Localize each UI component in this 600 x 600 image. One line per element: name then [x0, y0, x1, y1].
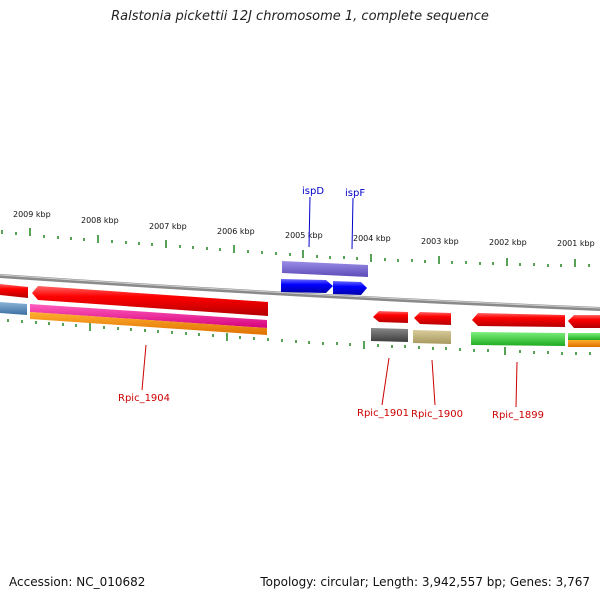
kbp-label-2006: 2006 kbp	[217, 227, 255, 236]
label-rpic-1901[interactable]: Rpic_1901	[357, 408, 409, 419]
accession-text: Accession: NC_010682	[9, 575, 146, 589]
kbp-label-2001: 2001 kbp	[557, 239, 595, 248]
band-gray[interactable]	[371, 328, 408, 342]
band-orange[interactable]	[30, 312, 267, 335]
lower-tick-ring	[7, 319, 591, 355]
kbp-label-2005: 2005 kbp	[285, 231, 323, 240]
label-ispF[interactable]: ispF	[345, 188, 365, 199]
gene-ispD[interactable]	[281, 279, 333, 293]
chromosome-backbone	[0, 274, 600, 311]
genome-summary-text: Topology: circular; Length: 3,942,557 bp…	[260, 575, 590, 589]
kbp-label-2009: 2009 kbp	[13, 210, 51, 219]
band-steel-left[interactable]	[0, 302, 27, 315]
label-rpic-1900[interactable]: Rpic_1900	[411, 409, 463, 420]
gene-red-1900[interactable]	[414, 312, 451, 325]
label-leaders	[141, 196, 518, 408]
kbp-tick-ring	[1, 228, 590, 267]
gene-red-right[interactable]	[568, 315, 600, 328]
map-title: Ralstonia pickettii 12J chromosome 1, co…	[111, 9, 489, 24]
label-ispD[interactable]: ispD	[302, 186, 324, 197]
band-orange-right[interactable]	[568, 340, 600, 347]
label-rpic-1899[interactable]: Rpic_1899	[492, 410, 544, 421]
gene-left-red[interactable]	[0, 284, 28, 298]
gene-rpic-1904-red[interactable]	[32, 286, 268, 316]
kbp-label-2007: 2007 kbp	[149, 222, 187, 231]
kbp-label-2002: 2002 kbp	[489, 238, 527, 247]
band-magenta[interactable]	[30, 304, 267, 328]
gene-red-1899[interactable]	[472, 313, 565, 327]
label-rpic-1904[interactable]: Rpic_1904	[118, 393, 170, 404]
band-green-right[interactable]	[568, 333, 600, 340]
band-tan[interactable]	[413, 330, 451, 344]
kbp-label-2008: 2008 kbp	[81, 216, 119, 225]
gene-red-1901[interactable]	[373, 311, 408, 323]
kbp-label-2004: 2004 kbp	[353, 234, 391, 243]
band-green[interactable]	[471, 332, 565, 346]
feature-band-purple[interactable]	[282, 261, 368, 277]
gene-ispF[interactable]	[333, 281, 367, 295]
kbp-label-2003: 2003 kbp	[421, 237, 459, 246]
